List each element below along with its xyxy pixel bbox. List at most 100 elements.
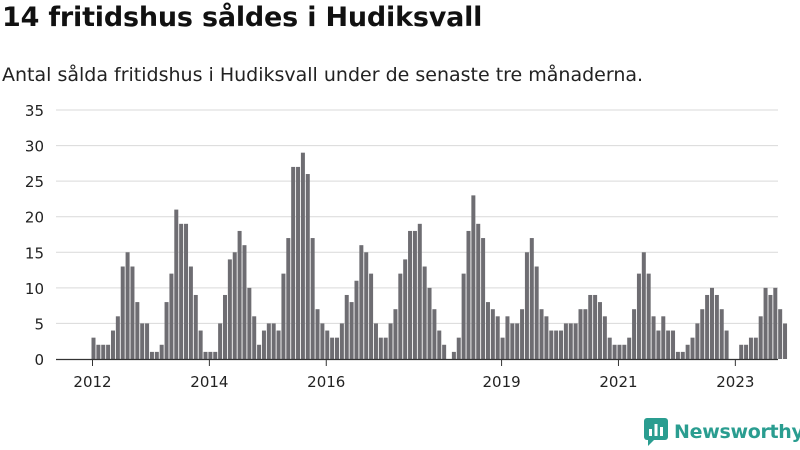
bar bbox=[335, 337, 339, 359]
bar bbox=[485, 302, 490, 359]
bar bbox=[135, 302, 140, 359]
bar bbox=[110, 330, 115, 359]
bar bbox=[378, 337, 383, 359]
bar bbox=[510, 323, 515, 359]
bar bbox=[719, 309, 724, 359]
bar bbox=[130, 266, 135, 359]
bar bbox=[563, 323, 568, 359]
bar bbox=[159, 344, 164, 359]
chart-subtitle: Antal sålda fritidshus i Hudiksvall unde… bbox=[2, 64, 644, 86]
bar bbox=[232, 252, 237, 359]
bar bbox=[398, 273, 403, 359]
bar bbox=[612, 344, 617, 359]
bar bbox=[359, 245, 364, 359]
bar bbox=[266, 323, 271, 359]
bar bbox=[632, 309, 637, 359]
bar bbox=[753, 337, 758, 359]
bar bbox=[291, 166, 296, 359]
y-tick-label: 25 bbox=[25, 173, 44, 191]
bar bbox=[227, 259, 232, 359]
bar bbox=[281, 273, 286, 359]
bar bbox=[276, 330, 281, 359]
bar bbox=[607, 337, 612, 359]
bar bbox=[417, 223, 422, 359]
bar bbox=[690, 337, 695, 359]
bar bbox=[597, 302, 602, 359]
bar bbox=[481, 238, 486, 359]
bar bbox=[593, 294, 598, 359]
bar bbox=[320, 323, 325, 359]
bar bbox=[115, 316, 120, 359]
bar bbox=[500, 337, 505, 359]
bar bbox=[554, 330, 559, 359]
bar bbox=[748, 337, 753, 359]
bar bbox=[656, 330, 661, 359]
bar bbox=[106, 344, 111, 359]
bar bbox=[549, 330, 554, 359]
bar bbox=[461, 273, 466, 359]
bar-chart-logo-icon bbox=[644, 418, 668, 446]
x-tick-label: 2021 bbox=[599, 373, 637, 391]
bar bbox=[675, 351, 680, 359]
bar bbox=[412, 230, 417, 359]
bar bbox=[242, 245, 247, 359]
bar bbox=[169, 273, 174, 359]
bar bbox=[471, 195, 476, 359]
x-tick-label: 2012 bbox=[73, 373, 111, 391]
bar bbox=[529, 238, 534, 359]
bar bbox=[524, 252, 529, 359]
bar bbox=[544, 316, 549, 359]
bar bbox=[490, 309, 495, 359]
y-tick-label: 10 bbox=[25, 280, 44, 298]
bar bbox=[364, 252, 369, 359]
bar bbox=[680, 351, 685, 359]
bar bbox=[222, 294, 227, 359]
bar bbox=[344, 294, 349, 359]
bar bbox=[383, 337, 388, 359]
bar bbox=[495, 316, 500, 359]
bar bbox=[154, 351, 159, 359]
bar bbox=[174, 209, 179, 359]
bar bbox=[125, 252, 130, 359]
bar bbox=[661, 316, 666, 359]
bar bbox=[373, 323, 378, 359]
bar bbox=[442, 344, 447, 359]
bar bbox=[666, 330, 671, 359]
bar bbox=[622, 344, 627, 359]
bar bbox=[140, 323, 145, 359]
bar bbox=[193, 294, 198, 359]
bar bbox=[120, 266, 125, 359]
bar bbox=[179, 223, 184, 359]
bar bbox=[247, 287, 252, 359]
bar bbox=[339, 323, 344, 359]
bar bbox=[252, 316, 257, 359]
bar bbox=[636, 273, 641, 359]
bar bbox=[408, 230, 413, 359]
bar bbox=[354, 280, 359, 359]
y-tick-label: 30 bbox=[25, 138, 44, 156]
bar bbox=[768, 294, 773, 359]
bar bbox=[218, 323, 223, 359]
bar bbox=[437, 330, 442, 359]
bar bbox=[505, 316, 510, 359]
bar bbox=[583, 309, 588, 359]
x-tick-label: 2023 bbox=[716, 373, 754, 391]
bar bbox=[714, 294, 719, 359]
bar bbox=[651, 316, 656, 359]
bar bbox=[286, 238, 291, 359]
bar bbox=[300, 152, 305, 359]
bar bbox=[305, 174, 310, 359]
bar bbox=[646, 273, 651, 359]
bar bbox=[427, 287, 432, 359]
bar bbox=[393, 309, 398, 359]
x-tick-label: 2014 bbox=[190, 373, 228, 391]
bar bbox=[184, 223, 189, 359]
bar bbox=[369, 273, 374, 359]
bar bbox=[588, 294, 593, 359]
bar bbox=[96, 344, 101, 359]
bar bbox=[456, 337, 461, 359]
bar bbox=[763, 287, 768, 359]
bar bbox=[213, 351, 218, 359]
bar bbox=[310, 238, 315, 359]
